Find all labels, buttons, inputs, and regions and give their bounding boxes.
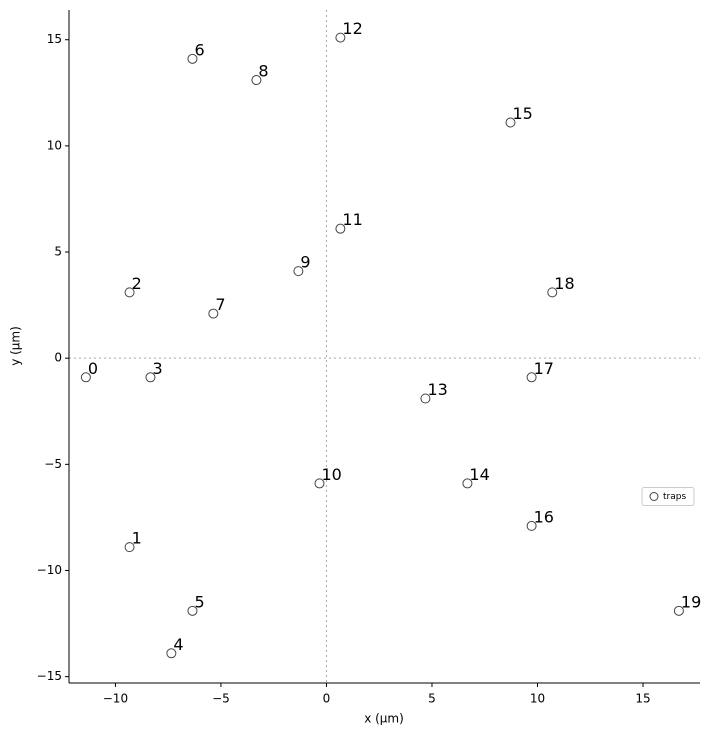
point-label: 13 [427,380,447,399]
point [335,223,346,234]
y-tick-label: 5 [54,245,62,259]
point-label: 2 [132,274,142,293]
x-axis-label: x (µm) [364,712,404,726]
point [505,117,516,128]
point-label: 8 [258,62,268,81]
y-tick-label: 0 [54,351,62,365]
point-label: 9 [300,253,310,272]
x-tick-label: 0 [323,692,331,706]
point [673,605,684,616]
legend-label: traps [663,492,686,502]
point [420,393,431,404]
point [526,520,537,531]
y-tick-label: −5 [44,457,62,471]
point [314,478,325,489]
point [80,372,91,383]
point [124,542,135,553]
legend-box [641,487,695,506]
point-label: 10 [322,465,342,484]
point [547,287,558,298]
point [166,648,177,659]
point [293,266,304,277]
x-tick-label: 10 [530,692,545,706]
y-tick-label: 10 [47,138,62,152]
x-tick-label: 15 [635,692,650,706]
y-tick-label: 15 [47,32,62,46]
y-tick-label: −15 [37,669,62,683]
point [335,32,346,43]
point [462,478,473,489]
point-label: 19 [681,592,701,611]
point-label: 5 [194,592,204,611]
legend-marker [649,492,659,501]
point-label: 11 [342,210,362,229]
point [208,308,219,319]
point-label: 0 [88,359,98,378]
point-label: 12 [342,19,362,38]
point [145,372,156,383]
point [124,287,135,298]
y-tick-label: −10 [37,563,62,577]
point-label: 4 [173,635,183,654]
point [526,372,537,383]
x-tick-label: 5 [428,692,436,706]
x-tick-label: −5 [212,692,230,706]
point-label: 14 [469,465,489,484]
point-label: 15 [512,104,532,123]
point-label: 18 [554,274,574,293]
point [251,75,262,86]
point-label: 6 [194,40,204,59]
point [187,53,198,64]
point-label: 3 [152,359,162,378]
point-label: 1 [132,529,142,548]
point-label: 17 [534,359,554,378]
point [187,605,198,616]
point-label: 7 [215,295,225,314]
x-tick-label: −10 [103,692,128,706]
point-label: 16 [534,507,554,526]
y-axis-label: y (µm) [9,326,23,366]
